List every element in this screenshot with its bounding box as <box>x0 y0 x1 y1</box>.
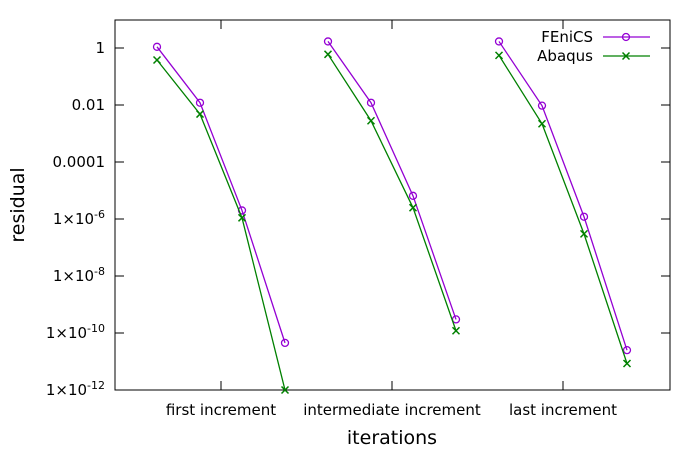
data-point-stroke <box>237 213 247 222</box>
data-point <box>323 37 333 46</box>
y-tick-label: 1×10-6 <box>53 208 105 228</box>
data-point <box>195 110 205 119</box>
y-tick-labels: 1 0.01 0.0001 1×10-6 1×10-8 1×10-10 1×10-12 <box>46 39 105 399</box>
series-line <box>327 41 457 320</box>
data-point <box>280 338 290 348</box>
series-line <box>156 46 286 344</box>
data-point-stroke <box>622 359 632 368</box>
data-point <box>152 42 162 51</box>
data-point <box>537 101 547 110</box>
y-tick-label: 1×10-10 <box>46 322 105 342</box>
data-point-stroke <box>152 55 162 65</box>
x-tick-labels: first increment intermediate increment las… <box>166 401 617 419</box>
y-tick-label: 0.01 <box>72 96 105 114</box>
series-abaqus <box>152 50 632 395</box>
data-point-stroke <box>366 116 376 125</box>
y-tick-label: 1×10-12 <box>46 379 105 399</box>
data-point <box>579 229 589 238</box>
data-point-stroke <box>195 110 205 119</box>
data-point <box>451 326 461 335</box>
series-line <box>156 59 286 391</box>
x-tick-label: first increment <box>166 401 276 419</box>
data-point-stroke <box>323 50 333 59</box>
axis-ticks <box>115 20 670 391</box>
y-tick-label: 0.0001 <box>53 153 106 171</box>
data-point <box>366 116 376 125</box>
data-point <box>408 191 418 200</box>
data-point <box>621 51 631 61</box>
data-point <box>323 50 333 59</box>
plot-frame <box>114 19 671 391</box>
data-point-stroke <box>494 51 504 60</box>
data-point-stroke <box>579 229 589 238</box>
data-point <box>621 32 631 42</box>
x-tick-label: intermediate increment <box>303 401 481 419</box>
y-tick-label: 1 <box>95 39 105 57</box>
y-tick-label: 1×10-8 <box>53 265 105 285</box>
data-point <box>494 37 504 46</box>
series-line <box>498 55 628 364</box>
data-point-stroke <box>537 119 547 128</box>
data-point <box>280 385 290 395</box>
series-fenics <box>152 37 632 355</box>
data-point-stroke <box>408 203 418 212</box>
data-point <box>622 359 632 368</box>
series-line <box>327 53 457 331</box>
data-point <box>579 212 589 221</box>
series-layer <box>152 37 632 395</box>
series-line <box>498 41 628 351</box>
data-point <box>366 98 376 107</box>
data-point <box>195 98 205 107</box>
data-point <box>537 119 547 128</box>
data-point-stroke <box>451 326 461 335</box>
x-axis-title: iterations <box>347 427 437 449</box>
data-point <box>622 346 632 355</box>
x-tick-label: last increment <box>509 401 617 419</box>
y-axis-title: residual <box>7 167 29 242</box>
data-point-stroke <box>280 385 290 395</box>
data-point <box>237 213 247 222</box>
data-point <box>494 51 504 60</box>
legend-label: FEniCS <box>541 28 593 46</box>
data-point <box>152 55 162 65</box>
data-point-stroke <box>621 51 631 61</box>
legend-label: Abaqus <box>537 47 593 65</box>
data-point <box>408 203 418 212</box>
